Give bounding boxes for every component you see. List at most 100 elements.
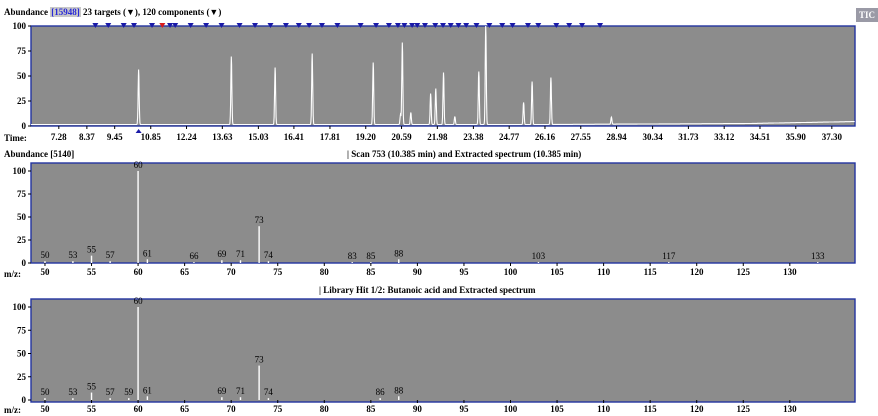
- target-marker: [295, 23, 302, 28]
- scan-title: | Scan 753 (10.385 min) and Extracted sp…: [347, 149, 582, 159]
- target-marker: [236, 23, 243, 28]
- library-peak-label: 60: [134, 296, 144, 306]
- scan-peak-label: 117: [662, 251, 676, 261]
- scan-xtick-label: 100: [504, 267, 518, 277]
- target-marker: [509, 23, 516, 28]
- scan-xtick-label: 90: [413, 267, 423, 277]
- tic-xtick-label: 16.41: [284, 132, 305, 142]
- library-ytick-label: 50: [17, 349, 27, 359]
- scan-ytick-label: 75: [17, 189, 27, 199]
- scan-peak-label: 69: [217, 249, 227, 259]
- target-marker: [318, 23, 325, 28]
- scan-plot-area[interactable]: [30, 162, 856, 264]
- library-xtick-label: 85: [366, 404, 376, 414]
- scan-peak-label: 53: [68, 250, 78, 260]
- tic-ytick-label: 25: [17, 96, 27, 106]
- library-ytick-label: 25: [17, 372, 27, 382]
- target-marker: [597, 23, 604, 28]
- tic-ylabel: Abundance: [4, 7, 49, 17]
- scan-ytick-label: 25: [17, 235, 27, 245]
- target-marker: [486, 23, 493, 28]
- target-marker: [394, 23, 401, 28]
- library-xtick-label: 95: [459, 404, 469, 414]
- target-marker: [535, 23, 542, 28]
- target-marker: [267, 23, 274, 28]
- scan-peak-label: 61: [143, 248, 152, 258]
- tic-xtick-label: 12.24: [176, 132, 197, 142]
- library-xtick-label: 80: [320, 404, 330, 414]
- library-peak-label: 86: [376, 387, 386, 397]
- scan-xtick-label: 105: [550, 267, 564, 277]
- library-ytick-label: 100: [13, 302, 27, 312]
- scan-peak-label: 66: [189, 251, 199, 261]
- target-marker: [149, 23, 156, 28]
- target-marker: [414, 23, 421, 28]
- library-xtick-label: 115: [644, 404, 658, 414]
- target-marker: [579, 23, 586, 28]
- scan-peak-label: 133: [811, 251, 825, 261]
- target-marker: [447, 23, 454, 28]
- library-mz-label: m/z:: [4, 405, 21, 415]
- tic-xtick-label: 23.38: [463, 132, 484, 142]
- tic-xtick-label: 9.45: [107, 132, 123, 142]
- scan-peak-label: 55: [87, 245, 97, 255]
- scan-xtick-label: 50: [40, 267, 50, 277]
- tic-xtick-label: 7.28: [51, 132, 67, 142]
- scan-ytick-label: 100: [13, 166, 27, 176]
- library-title: | Library Hit 1/2: Butanoic acid and Ext…: [319, 285, 536, 295]
- scan-xtick-label: 110: [597, 267, 611, 277]
- target-marker: [357, 23, 364, 28]
- targets-dropdown-icon[interactable]: (▼): [123, 7, 138, 17]
- tab-tic[interactable]: TIC: [856, 8, 878, 22]
- library-peak-label: 53: [68, 387, 78, 397]
- library-xtick-label: 50: [40, 404, 50, 414]
- scan-xtick-label: 115: [644, 267, 658, 277]
- tic-ytick-label: 75: [17, 46, 27, 56]
- target-marker: [385, 23, 392, 28]
- tic-xtick-label: 15.03: [248, 132, 269, 142]
- target-marker: [203, 23, 210, 28]
- tic-xtick-label: 10.85: [141, 132, 162, 142]
- scan-xtick-label: 85: [366, 267, 376, 277]
- target-marker: [455, 23, 462, 28]
- time-axis-label: Time:: [4, 133, 27, 143]
- tic-xtick-label: 33.12: [714, 132, 735, 142]
- library-plot-area[interactable]: [30, 298, 856, 403]
- library-xtick-label: 90: [413, 404, 423, 414]
- library-peak-label: 50: [40, 387, 50, 397]
- target-marker: [131, 23, 137, 28]
- tic-xtick-label: 26.16: [535, 132, 556, 142]
- target-marker: [120, 23, 127, 28]
- library-xtick-label: 120: [690, 404, 704, 414]
- tic-xtick-label: 21.98: [427, 132, 448, 142]
- tic-header: Abundance [15948] 23 targets (▼), 120 co…: [4, 7, 221, 18]
- target-marker: [463, 23, 470, 28]
- scan-xtick-label: 125: [737, 267, 751, 277]
- tic-xtick-label: 24.77: [499, 132, 520, 142]
- scan-xtick-label: 75: [273, 267, 283, 277]
- library-xtick-label: 65: [180, 404, 190, 414]
- target-marker: [167, 23, 174, 28]
- components-count[interactable]: , 120 components: [137, 7, 205, 17]
- tic-xtick-label: 31.73: [678, 132, 699, 142]
- scan-peak-label: 103: [532, 251, 546, 261]
- tic-xtick-label: 17.81: [320, 132, 341, 142]
- tic-xtick-label: 19.20: [356, 132, 377, 142]
- library-peak-label: 71: [236, 386, 245, 396]
- target-marker: [306, 23, 313, 28]
- library-xtick-label: 130: [783, 404, 797, 414]
- target-marker: [334, 23, 341, 28]
- library-peak-label: 74: [264, 387, 274, 397]
- scan-xtick-label: 120: [690, 267, 704, 277]
- target-marker: [105, 23, 112, 28]
- tic-xtick-label: 37.30: [822, 132, 843, 142]
- targets-count[interactable]: 23 targets: [83, 7, 121, 17]
- scan-xtick-label: 80: [320, 267, 330, 277]
- components-dropdown-icon[interactable]: (▼): [206, 7, 222, 17]
- target-marker: [524, 23, 531, 28]
- library-ytick-label: 0: [22, 395, 27, 405]
- tic-ytick-label: 100: [13, 21, 27, 31]
- library-xtick-label: 75: [273, 404, 283, 414]
- library-peak-label: 88: [394, 385, 404, 395]
- tic-xtick-label: 13.63: [212, 132, 233, 142]
